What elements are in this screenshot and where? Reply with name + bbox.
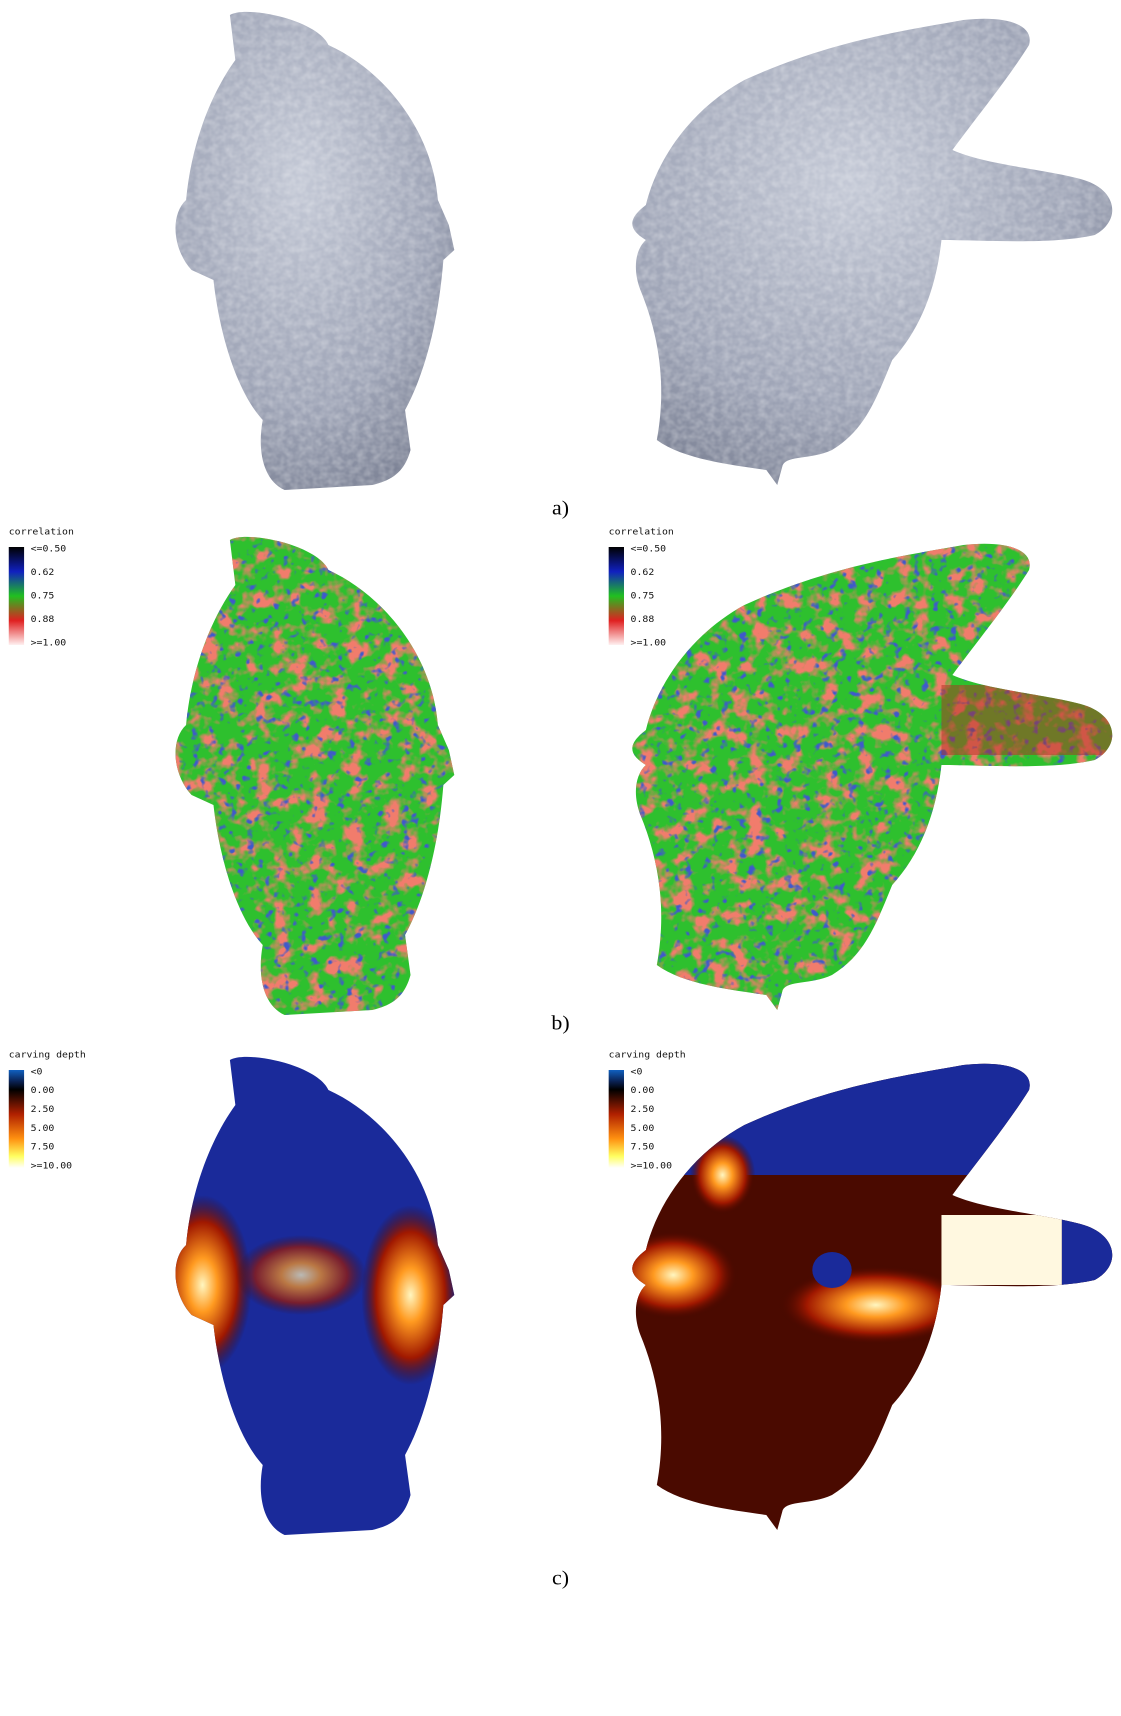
legend-label: 0.75 [31, 591, 55, 601]
panel-label: c) [552, 1566, 569, 1589]
colorbar [609, 547, 624, 645]
legend-label: 2.50 [31, 1104, 55, 1114]
legend-label: 5.00 [631, 1123, 655, 1133]
legend-label: 0.00 [631, 1086, 655, 1096]
legend-label: >=10.00 [631, 1161, 673, 1171]
legend-label: >=10.00 [31, 1161, 73, 1171]
colorbar [609, 1070, 624, 1168]
legend-title: correlation [609, 527, 674, 537]
legend-label: 7.50 [631, 1142, 655, 1152]
legend-label: 0.62 [31, 567, 55, 577]
legend-label: 2.50 [631, 1104, 655, 1114]
legend-label: 0.88 [31, 614, 55, 624]
legend-label: >=1.00 [31, 638, 67, 648]
panel-label: b) [551, 1011, 569, 1034]
figure: a) b) correlation <=0.50 0.62 0.75 0.88 >=1.00 c… [0, 0, 1121, 1716]
legend-label: 0.62 [631, 567, 655, 577]
legend-label: <0 [631, 1067, 643, 1077]
legend-label: <=0.50 [31, 544, 67, 554]
legend-label: <=0.50 [631, 544, 667, 554]
legend-label: >=1.00 [631, 638, 667, 648]
legend-label: 0.75 [631, 591, 655, 601]
legend-title: carving depth [9, 1050, 86, 1060]
legend-title: correlation [9, 527, 74, 537]
colorbar [9, 547, 24, 645]
legend-label: 7.50 [31, 1142, 55, 1152]
render-a [164, 0, 1121, 500]
colorbar [9, 1070, 24, 1168]
legend-label: 0.00 [31, 1086, 55, 1096]
legend-title: carving depth [609, 1050, 686, 1060]
legend-label: <0 [31, 1067, 43, 1077]
panel-label: a) [552, 496, 569, 519]
page: {"panels": [ {"label": "a)"}, {"label": … [0, 0, 1121, 1716]
legend-label: 5.00 [31, 1123, 55, 1133]
legend-label: 0.88 [631, 614, 655, 624]
render-c [153, 1045, 1121, 1535]
